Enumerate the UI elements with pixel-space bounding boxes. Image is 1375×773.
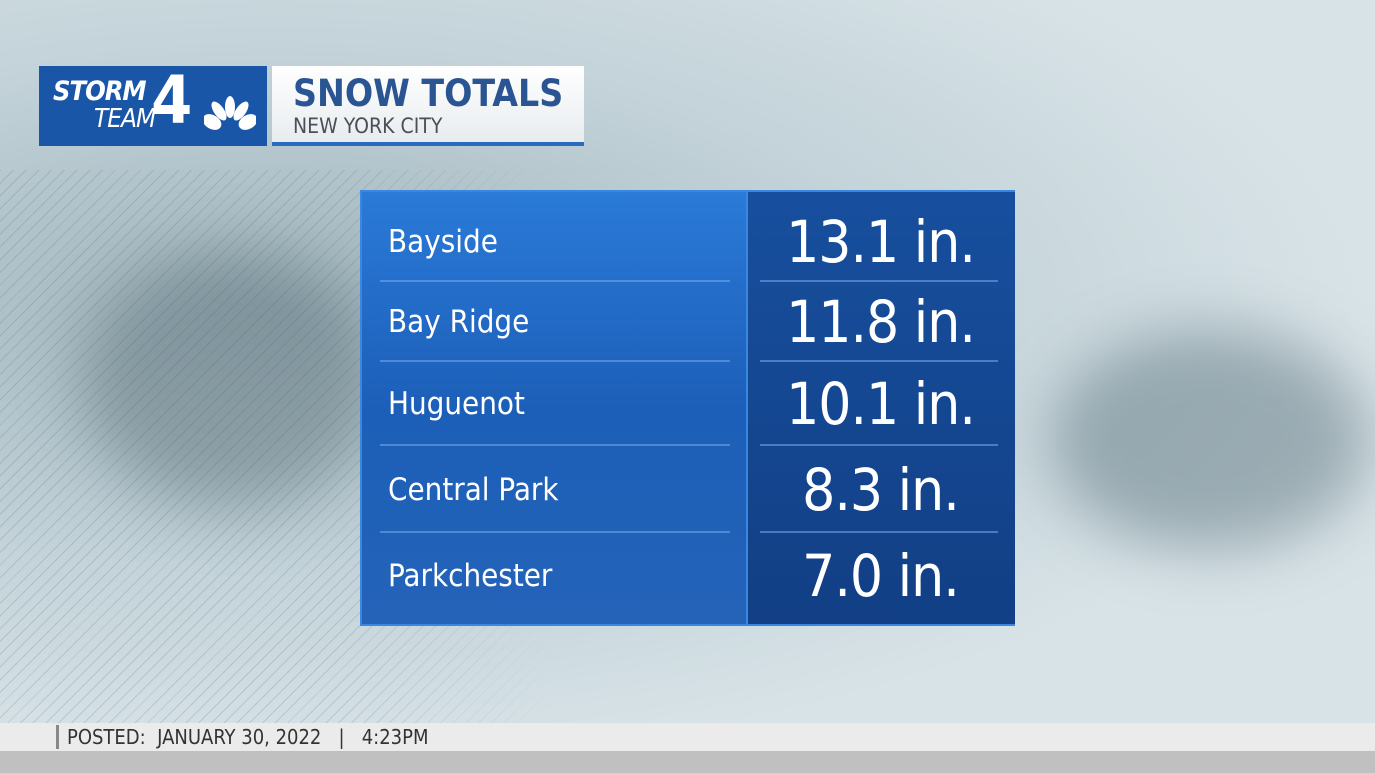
storm-team-4-logo: STORM TEAM 4 — [39, 66, 267, 146]
posted-timestamp: POSTED: JANUARY 30, 2022 | 4:23PM — [56, 725, 428, 749]
location-name: Huguenot — [388, 386, 525, 422]
row-divider — [380, 360, 730, 362]
location-name: Bayside — [388, 224, 498, 260]
snow-total: 13.1 in. — [786, 208, 976, 276]
background-blur — [80, 250, 380, 510]
snow-total: 10.1 in. — [786, 370, 976, 438]
location-name: Bay Ridge — [388, 304, 530, 340]
row-divider — [380, 444, 730, 446]
row-divider — [760, 360, 998, 362]
row-divider — [380, 531, 730, 533]
footer-bar: POSTED: JANUARY 30, 2022 | 4:23PM — [0, 723, 1375, 751]
location-name: Central Park — [388, 472, 559, 508]
row-divider — [760, 531, 998, 533]
page-title: SNOW TOTALS — [293, 72, 564, 115]
snow-total: 8.3 in. — [802, 456, 960, 524]
snow-totals-table: Bayside 13.1 in. Bay Ridge 11.8 in. Huguen… — [360, 190, 1015, 626]
logo-number: 4 — [151, 62, 193, 139]
background-blur — [1050, 330, 1370, 550]
row-divider — [760, 444, 998, 446]
table-row: Huguenot 10.1 in. — [362, 364, 1013, 444]
location-name: Parkchester — [388, 558, 553, 594]
title-box: SNOW TOTALS NEW YORK CITY — [272, 66, 584, 146]
row-divider — [760, 280, 998, 282]
snow-total: 7.0 in. — [802, 542, 960, 610]
table-row: Bayside 13.1 in. — [362, 202, 1013, 282]
table-row: Parkchester 7.0 in. — [362, 536, 1013, 616]
table-row: Central Park 8.3 in. — [362, 450, 1013, 530]
snow-total: 11.8 in. — [786, 288, 976, 356]
page-subtitle: NEW YORK CITY — [293, 114, 443, 138]
row-divider — [380, 280, 730, 282]
table-row: Bay Ridge 11.8 in. — [362, 282, 1013, 362]
totals-column — [746, 192, 1015, 624]
nbc-peacock-icon — [204, 96, 256, 130]
logo-storm: STORM — [53, 76, 147, 107]
bottom-bar — [0, 751, 1375, 773]
logo-team: TEAM — [94, 104, 156, 134]
